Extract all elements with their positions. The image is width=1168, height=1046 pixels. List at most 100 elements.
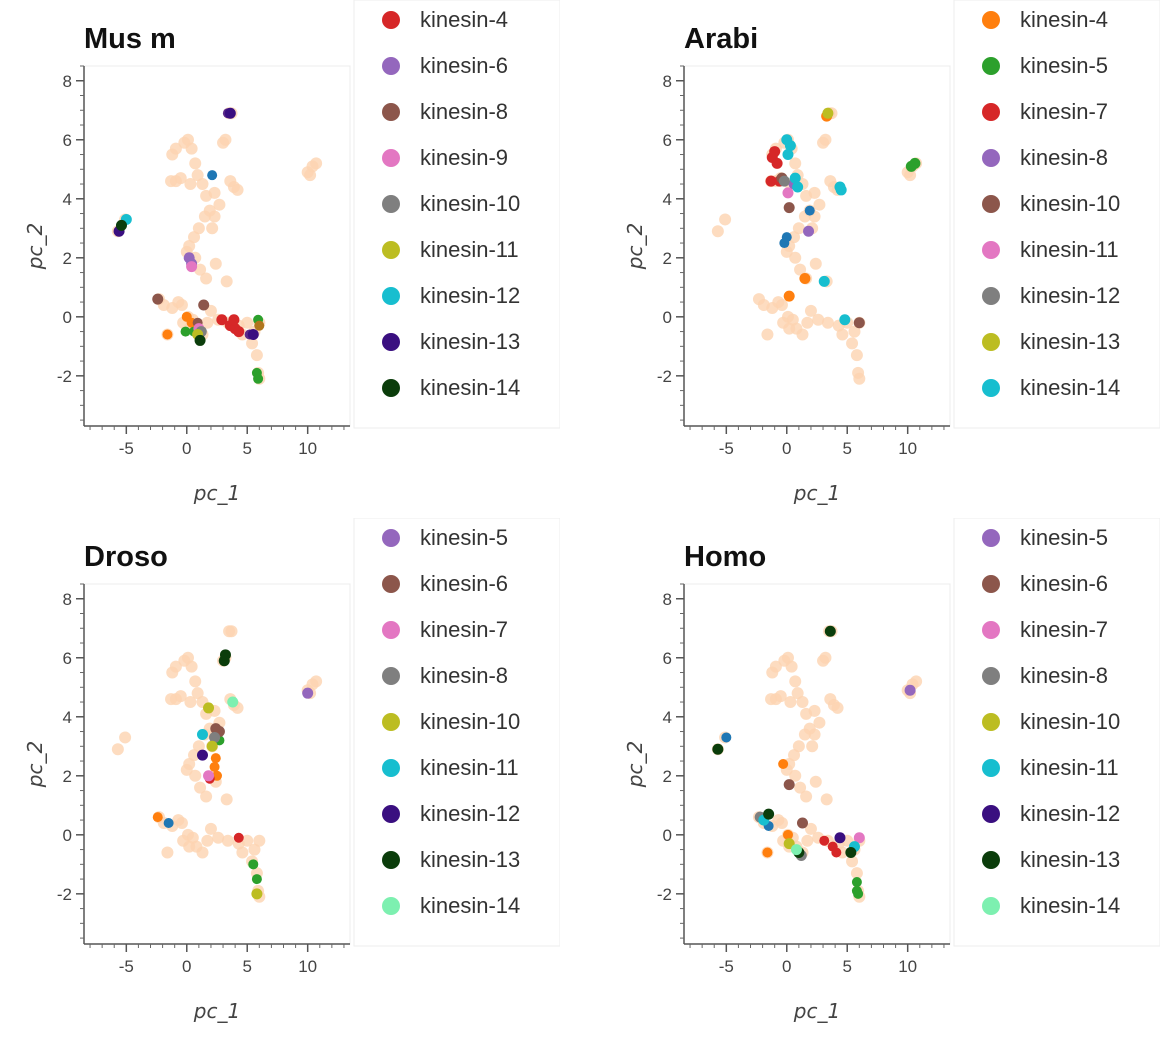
x-tick-label: 10 bbox=[298, 439, 317, 458]
scatter-point-kinesin-11 bbox=[782, 187, 794, 199]
background-point bbox=[789, 251, 802, 264]
background-point bbox=[848, 325, 861, 338]
background-point bbox=[808, 704, 821, 717]
background-point bbox=[761, 328, 774, 341]
legend-marker bbox=[382, 379, 400, 397]
background-point bbox=[246, 337, 259, 350]
scatter-point-kinesin-7 bbox=[203, 770, 215, 782]
background-point bbox=[111, 743, 124, 756]
x-tick-label: 0 bbox=[782, 957, 791, 976]
scatter-point-kinesin-14 bbox=[790, 844, 802, 856]
y-tick-label: -2 bbox=[57, 367, 72, 386]
scatter-point-kinesin-13 bbox=[247, 329, 259, 341]
background-point bbox=[231, 183, 244, 196]
legend-label: kinesin-13 bbox=[420, 847, 520, 872]
legend-marker bbox=[982, 621, 1000, 639]
background-point bbox=[792, 222, 805, 235]
background-point bbox=[820, 793, 833, 806]
legend-marker bbox=[982, 287, 1000, 305]
y-tick-label: 0 bbox=[663, 308, 672, 327]
scatter-point-kinesin-14 bbox=[784, 140, 796, 152]
background-point bbox=[174, 690, 187, 703]
legend-marker bbox=[982, 575, 1000, 593]
legend-marker bbox=[382, 759, 400, 777]
legend: kinesin-4 kinesin-5 kinesin-7 kinesin-8 kine… bbox=[982, 7, 1120, 400]
plot-area bbox=[683, 65, 951, 427]
scatter-point-kinesin-9 bbox=[186, 261, 198, 273]
background-point bbox=[194, 781, 207, 794]
y-tick-label: 6 bbox=[663, 649, 672, 668]
scatter-point-kinesin-10 bbox=[251, 888, 263, 900]
panel-title: Homo bbox=[684, 541, 766, 573]
background-point bbox=[853, 372, 866, 385]
background-point bbox=[169, 142, 182, 155]
background-point bbox=[184, 696, 197, 709]
scatter-point-kinesin-4 bbox=[783, 290, 795, 302]
background-point bbox=[812, 313, 825, 326]
background-point bbox=[206, 222, 219, 235]
legend-marker bbox=[982, 379, 1000, 397]
background-point bbox=[180, 763, 193, 776]
background-point bbox=[904, 169, 917, 182]
legend-marker bbox=[982, 11, 1000, 29]
legend-marker bbox=[982, 241, 1000, 259]
scatter-point-kinesin-13 bbox=[845, 847, 857, 859]
legend-label: kinesin-14 bbox=[1020, 375, 1120, 400]
scatter-point bbox=[253, 373, 264, 384]
legend-marker bbox=[382, 713, 400, 731]
background-point bbox=[801, 316, 814, 329]
scatter-point bbox=[207, 170, 218, 181]
scatter-point bbox=[209, 761, 220, 772]
background-point bbox=[189, 675, 202, 688]
legend-label: kinesin-8 bbox=[1020, 663, 1108, 688]
legend-marker bbox=[382, 529, 400, 547]
legend: kinesin-5 kinesin-6 kinesin-7 kinesin-8 kine… bbox=[982, 525, 1120, 918]
legend-marker bbox=[982, 897, 1000, 915]
background-point bbox=[719, 213, 732, 226]
background-point bbox=[831, 701, 844, 714]
legend-label: kinesin-5 bbox=[1020, 53, 1108, 78]
scatter-point-kinesin-5 bbox=[302, 687, 314, 699]
legend-label: kinesin-8 bbox=[1020, 145, 1108, 170]
legend-marker bbox=[982, 759, 1000, 777]
legend-label: kinesin-10 bbox=[1020, 709, 1120, 734]
scatter-point-kinesin-14 bbox=[835, 184, 847, 196]
scatter-point bbox=[781, 232, 792, 243]
background-point bbox=[789, 769, 802, 782]
legend-label: kinesin-14 bbox=[420, 375, 520, 400]
chart-panel-homo: Homo pc_1 pc_2 -5 0 5 10 -2 0 2 4 6 8 kinesin-5 ki… bbox=[600, 518, 1160, 1038]
y-tick-label: -2 bbox=[57, 885, 72, 904]
background-point bbox=[813, 198, 826, 211]
scatter-point-kinesin-4 bbox=[228, 314, 240, 326]
legend-label: kinesin-7 bbox=[1020, 99, 1108, 124]
background-point bbox=[774, 690, 787, 703]
legend-marker bbox=[982, 57, 1000, 75]
y-axis-label: pc_2 bbox=[23, 741, 47, 788]
x-tick-label: -5 bbox=[119, 957, 134, 976]
legend-label: kinesin-7 bbox=[420, 617, 508, 642]
y-axis-label: pc_2 bbox=[623, 741, 647, 788]
background-point bbox=[201, 316, 214, 329]
legend-label: kinesin-11 bbox=[1020, 755, 1119, 780]
background-point bbox=[196, 178, 209, 191]
legend-marker bbox=[382, 667, 400, 685]
series-points bbox=[765, 107, 921, 329]
background-point bbox=[172, 296, 185, 309]
legend: kinesin-4 kinesin-6 kinesin-8 kinesin-9 kine… bbox=[382, 7, 520, 400]
y-tick-label: -2 bbox=[657, 885, 672, 904]
legend-label: kinesin-4 bbox=[420, 7, 508, 32]
y-tick-label: 2 bbox=[63, 249, 72, 268]
scatter-point-kinesin-14 bbox=[789, 172, 801, 184]
legend-label: kinesin-6 bbox=[420, 571, 508, 596]
panel-title: Mus m bbox=[84, 23, 176, 55]
plot-area bbox=[683, 583, 951, 945]
background-point bbox=[789, 675, 802, 688]
x-tick-label: 10 bbox=[898, 439, 917, 458]
scatter-point bbox=[762, 847, 773, 858]
scatter-point-kinesin-10 bbox=[203, 702, 215, 714]
background-point bbox=[241, 316, 254, 329]
x-axis-label: pc_1 bbox=[193, 999, 240, 1023]
x-tick-label: 0 bbox=[782, 439, 791, 458]
y-tick-label: 0 bbox=[63, 826, 72, 845]
